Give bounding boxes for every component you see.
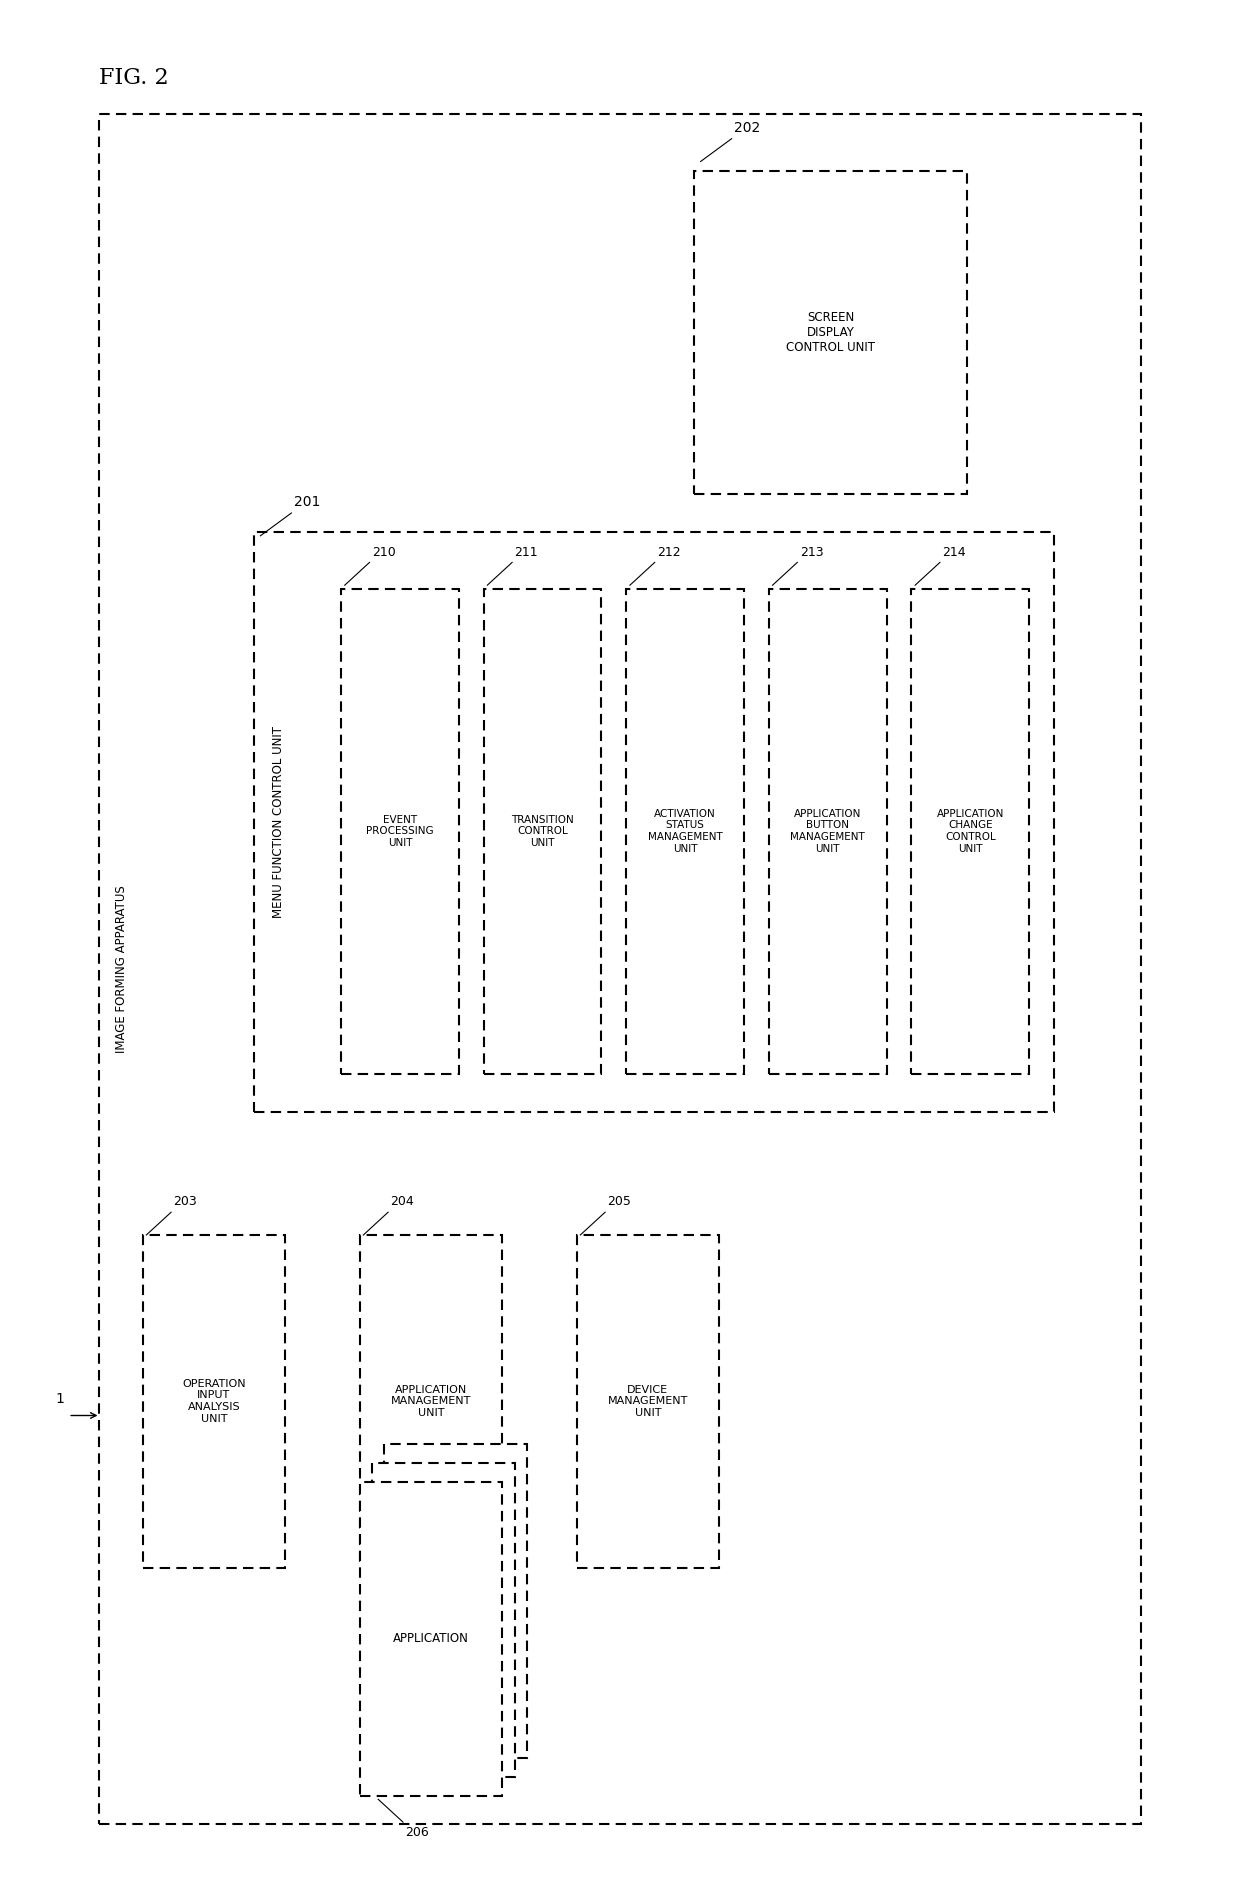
- Text: 211: 211: [515, 545, 538, 559]
- Text: SCREEN
DISPLAY
CONTROL UNIT: SCREEN DISPLAY CONTROL UNIT: [786, 312, 875, 353]
- Bar: [626, 589, 744, 1074]
- Bar: [769, 589, 887, 1074]
- Bar: [143, 1235, 285, 1568]
- Text: APPLICATION
BUTTON
MANAGEMENT
UNIT: APPLICATION BUTTON MANAGEMENT UNIT: [790, 809, 866, 853]
- Bar: [360, 1482, 502, 1795]
- Text: TRANSITION
CONTROL
UNIT: TRANSITION CONTROL UNIT: [511, 815, 574, 847]
- Text: ACTIVATION
STATUS
MANAGEMENT
UNIT: ACTIVATION STATUS MANAGEMENT UNIT: [647, 809, 723, 853]
- Text: 212: 212: [657, 545, 681, 559]
- Text: OPERATION
INPUT
ANALYSIS
UNIT: OPERATION INPUT ANALYSIS UNIT: [182, 1379, 246, 1423]
- Text: APPLICATION
CHANGE
CONTROL
UNIT: APPLICATION CHANGE CONTROL UNIT: [936, 809, 1004, 853]
- Text: FIG. 2: FIG. 2: [99, 66, 169, 89]
- Text: 205: 205: [608, 1195, 631, 1208]
- Text: APPLICATION: APPLICATION: [393, 1632, 469, 1645]
- Bar: [911, 589, 1029, 1074]
- Bar: [341, 589, 459, 1074]
- Bar: [254, 532, 1054, 1112]
- Text: MENU FUNCTION CONTROL UNIT: MENU FUNCTION CONTROL UNIT: [273, 726, 285, 918]
- Text: APPLICATION
MANAGEMENT
UNIT: APPLICATION MANAGEMENT UNIT: [391, 1385, 471, 1417]
- Text: 210: 210: [372, 545, 396, 559]
- Bar: [694, 171, 967, 494]
- Text: DEVICE
MANAGEMENT
UNIT: DEVICE MANAGEMENT UNIT: [608, 1385, 688, 1417]
- Text: 1: 1: [56, 1393, 64, 1406]
- Text: 214: 214: [942, 545, 966, 559]
- Text: IMAGE FORMING APPARATUS: IMAGE FORMING APPARATUS: [115, 885, 128, 1053]
- Text: 206: 206: [405, 1826, 429, 1839]
- Bar: [99, 114, 1141, 1824]
- Text: 201: 201: [294, 496, 320, 509]
- Text: 213: 213: [800, 545, 823, 559]
- Text: EVENT
PROCESSING
UNIT: EVENT PROCESSING UNIT: [366, 815, 434, 847]
- Bar: [360, 1235, 502, 1568]
- Bar: [372, 1463, 515, 1776]
- Bar: [384, 1444, 527, 1758]
- Bar: [577, 1235, 719, 1568]
- Text: 204: 204: [391, 1195, 414, 1208]
- Bar: [484, 589, 601, 1074]
- Text: 202: 202: [734, 122, 760, 135]
- Text: 203: 203: [174, 1195, 197, 1208]
